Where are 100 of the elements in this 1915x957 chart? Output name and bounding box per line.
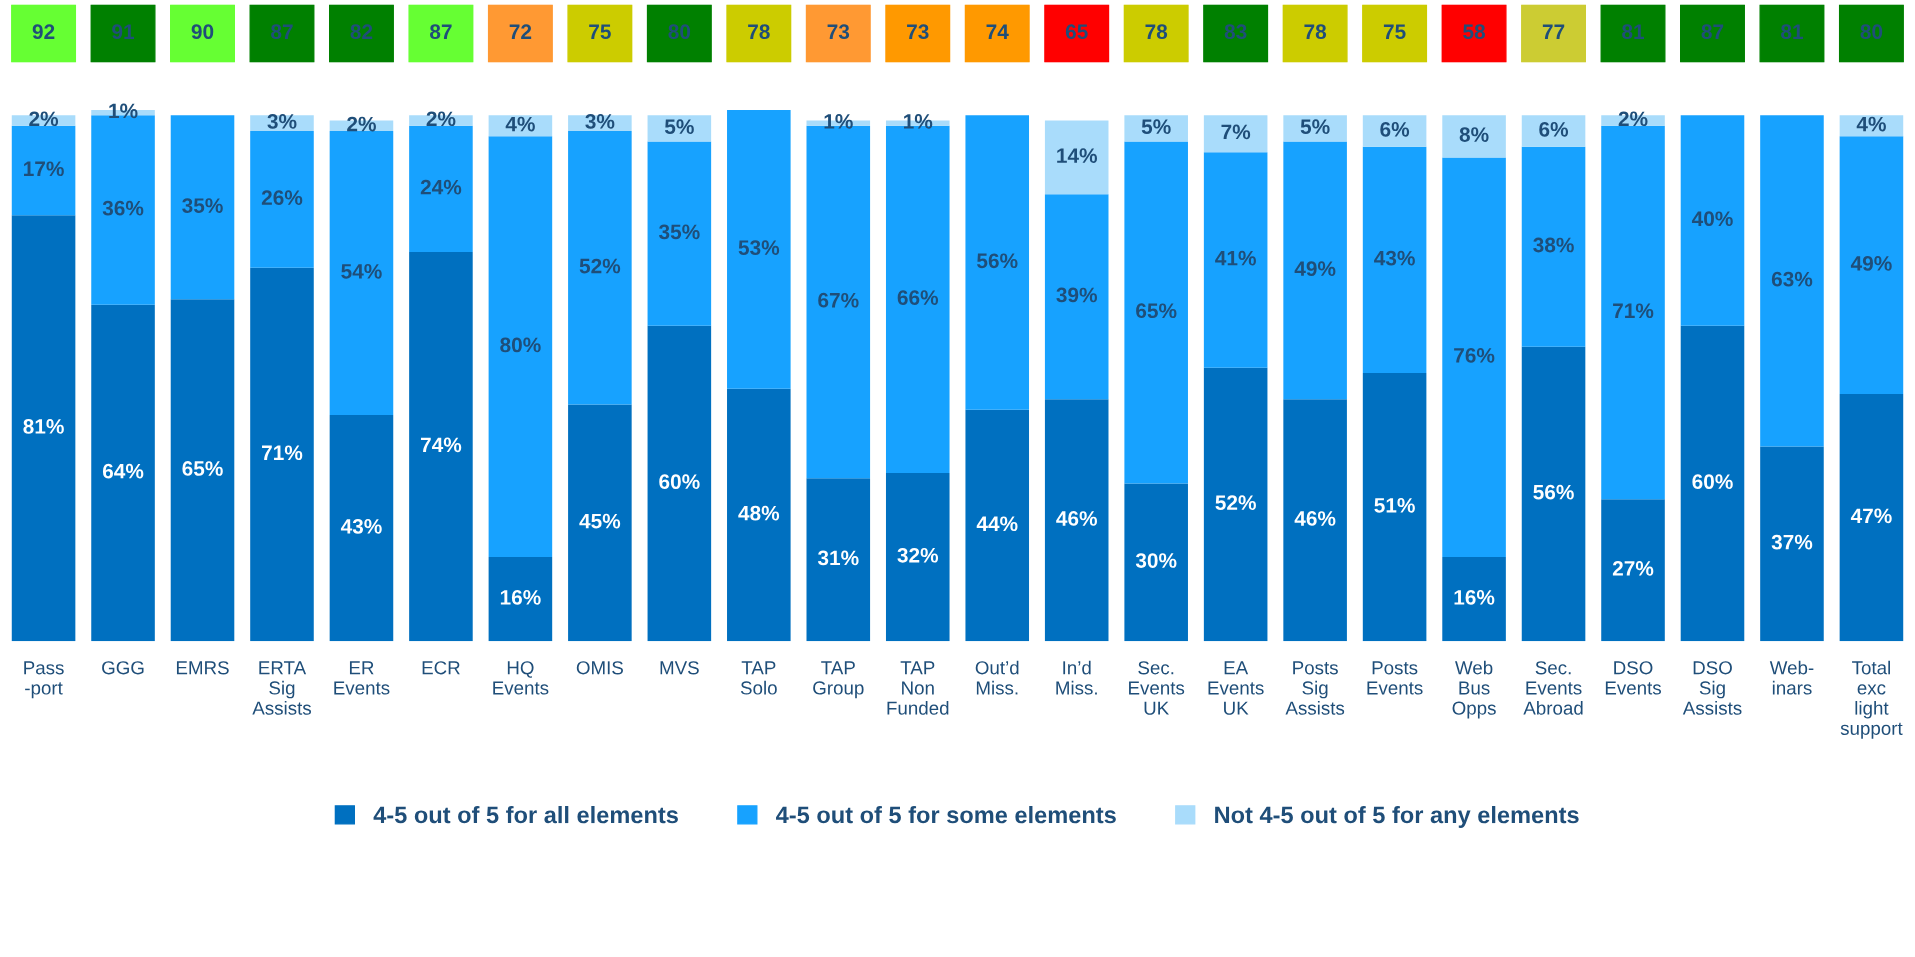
data-label: 56% — [1533, 484, 1574, 500]
bar — [1362, 146, 1427, 373]
data-label: 80 — [1860, 24, 1883, 40]
data-label: 64% — [102, 463, 144, 479]
x-tick-label: EA Events UK — [1208, 661, 1264, 715]
data-label: 8% — [1459, 127, 1489, 142]
data-label: 80 — [668, 24, 691, 40]
bar — [1442, 557, 1506, 642]
x-tick-label: OMIS — [576, 661, 623, 675]
data-label: 54% — [341, 263, 382, 279]
bar — [1044, 194, 1109, 400]
data-label: 71% — [1613, 303, 1654, 319]
data-label: 36% — [102, 200, 144, 216]
bar — [1839, 136, 1904, 395]
data-label: 74% — [420, 437, 462, 453]
data-label: 92 — [32, 24, 55, 40]
bar — [1203, 152, 1268, 368]
data-label: 52% — [579, 258, 621, 274]
data-label: 75 — [1383, 24, 1406, 40]
x-tick-label: Sec. Events Abroad — [1523, 661, 1583, 715]
bar — [1442, 157, 1506, 558]
data-label: 45% — [579, 513, 621, 529]
bar — [647, 141, 712, 326]
bar — [1601, 499, 1665, 642]
data-label: 63% — [1771, 271, 1813, 287]
data-label: 24% — [420, 179, 462, 195]
data-label: 6% — [1539, 121, 1569, 137]
data-label: 65 — [1065, 24, 1088, 40]
bar — [488, 557, 553, 642]
data-label: 38% — [1533, 237, 1574, 253]
data-label: 6% — [1380, 121, 1410, 137]
bar — [1203, 367, 1268, 642]
data-label: 77 — [1542, 24, 1565, 39]
x-tick-label: Posts Events — [1367, 661, 1423, 695]
data-label: 41% — [1215, 250, 1256, 266]
data-label: 60% — [1692, 474, 1733, 490]
bar — [1283, 141, 1347, 400]
data-label: 4% — [505, 116, 535, 132]
data-label: 49% — [1294, 261, 1336, 277]
x-tick-label: Web- inars — [1769, 660, 1814, 695]
data-label: 71% — [262, 445, 303, 461]
bar — [488, 136, 553, 558]
data-label: 91 — [112, 24, 135, 40]
data-label: 81 — [1781, 24, 1803, 40]
data-label: 47% — [1850, 508, 1892, 524]
data-label: 87 — [1701, 24, 1724, 40]
x-tick-label: DSO Sig Assists — [1682, 661, 1742, 715]
data-label: 16% — [1454, 589, 1495, 605]
bar — [1680, 325, 1745, 642]
x-tick-label: TAP Group — [813, 661, 864, 699]
data-label: 53% — [738, 240, 780, 256]
data-label: 44% — [976, 516, 1018, 532]
x-tick-label: Pass -port — [24, 661, 64, 699]
data-label: 7% — [1221, 124, 1251, 140]
data-label: 83 — [1224, 24, 1247, 40]
data-label: 46% — [1294, 511, 1336, 526]
data-label: 46% — [1056, 511, 1098, 526]
data-label: 52% — [1215, 495, 1256, 511]
data-label: 56% — [977, 253, 1018, 269]
data-label: 27% — [1612, 561, 1654, 576]
data-label: 35% — [182, 198, 223, 213]
data-label: 32% — [897, 547, 939, 563]
data-label: 81 — [1622, 24, 1645, 40]
data-label: 14% — [1057, 148, 1098, 163]
bar — [647, 325, 712, 642]
data-label: 2% — [426, 111, 456, 127]
data-label: 5% — [1141, 119, 1171, 135]
bar — [1680, 115, 1745, 326]
bar — [965, 409, 1030, 642]
data-label: 60% — [659, 474, 700, 490]
bar — [1283, 115, 1347, 142]
data-label: 78 — [1145, 24, 1168, 40]
x-tick-label: In’d Miss. — [1056, 660, 1097, 695]
bar — [1124, 115, 1188, 142]
data-label: 2% — [29, 111, 59, 127]
bar — [806, 478, 871, 642]
data-label: 43% — [340, 518, 382, 534]
data-label: 30% — [1135, 553, 1177, 568]
data-label: 3% — [585, 114, 615, 129]
bar — [1203, 115, 1268, 153]
bar — [1442, 115, 1506, 158]
x-tick-label: Total exc light support — [1840, 660, 1903, 739]
bar — [1521, 146, 1586, 347]
data-label: 31% — [817, 550, 859, 566]
legend-label: 4-5 out of 5 for some elements — [776, 805, 1116, 824]
data-label: 90 — [191, 24, 214, 40]
data-label: 49% — [1850, 256, 1892, 271]
bar — [91, 304, 155, 642]
data-label: 40% — [1691, 211, 1733, 227]
x-tick-label: GGG — [102, 661, 144, 675]
x-tick-label: DSO Events — [1605, 661, 1661, 695]
bar — [1521, 346, 1586, 642]
bar — [250, 131, 314, 268]
data-label: 73 — [827, 24, 850, 40]
data-label: 80% — [500, 337, 541, 353]
bar — [409, 125, 473, 253]
data-label: 51% — [1374, 497, 1415, 513]
x-tick-label: Out’d Miss. — [975, 660, 1019, 695]
legend-label: Not 4-5 out of 5 for any elements — [1215, 805, 1579, 828]
bar — [647, 115, 712, 142]
